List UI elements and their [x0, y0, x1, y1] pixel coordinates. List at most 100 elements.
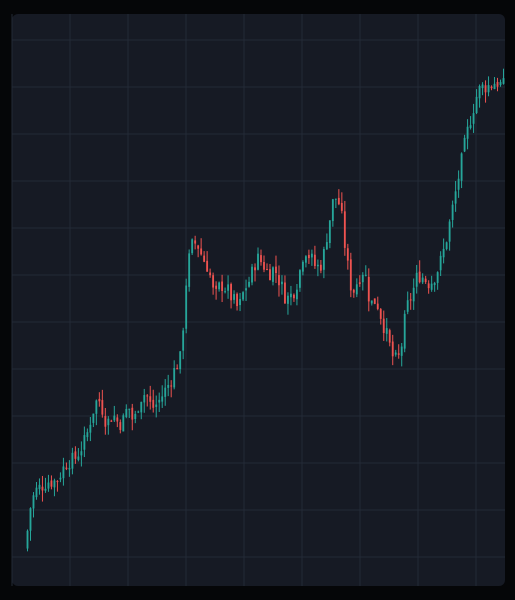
candle-body [275, 266, 277, 274]
candle-up [44, 477, 47, 493]
candle-down [269, 263, 271, 281]
candle-body [182, 330, 185, 351]
candle-body [310, 253, 313, 258]
candle-up [59, 472, 62, 483]
candle-up [430, 275, 433, 292]
candle-body [478, 86, 481, 99]
candle-body [281, 281, 283, 285]
candle-down [340, 192, 343, 214]
candle-body [248, 281, 250, 287]
candle-down [409, 292, 412, 310]
candle-body [239, 298, 241, 306]
candle-up [445, 241, 448, 251]
candle-down [230, 282, 232, 309]
candle-down [346, 243, 349, 270]
candle-up [385, 318, 388, 342]
candle-up [245, 279, 247, 301]
candle-body [418, 271, 421, 283]
candle-down [41, 475, 44, 502]
candle-body [155, 404, 158, 407]
candle-up [331, 198, 334, 227]
candle-up [239, 292, 241, 312]
candle-body [266, 269, 268, 271]
candle-body [53, 480, 56, 488]
candle-body [400, 346, 403, 356]
candle-body [77, 456, 80, 460]
candle-up [355, 278, 358, 298]
candle-up [68, 460, 71, 477]
candle-down [152, 389, 155, 413]
candle-up [38, 478, 41, 495]
candle-up [466, 119, 469, 150]
candle-up [77, 448, 80, 462]
candle-body [158, 399, 161, 403]
candle-body [116, 417, 119, 422]
candle-body [44, 488, 47, 491]
candle-down [275, 255, 277, 284]
candle-up [71, 447, 74, 475]
candle-down [101, 389, 104, 418]
candle-up [92, 413, 95, 428]
candle-body [287, 295, 289, 304]
candle-body [47, 482, 50, 489]
candle-up [454, 180, 457, 212]
candle-down [197, 244, 200, 258]
candle-up [158, 392, 161, 412]
candle-up [296, 283, 298, 306]
candle-body [490, 86, 493, 89]
candle-down [74, 446, 77, 464]
candle-up [182, 327, 185, 360]
candle-body [325, 242, 328, 250]
candle-body [293, 294, 295, 299]
candle-body [448, 221, 451, 242]
candle-body [26, 530, 29, 549]
candle-up [161, 385, 164, 408]
candle-body [188, 253, 191, 287]
candle-down [206, 251, 209, 272]
candle-down [149, 385, 152, 410]
candle-body [191, 239, 194, 254]
candle-up [227, 275, 230, 299]
candle-body [128, 408, 131, 410]
candle-body [466, 126, 469, 139]
candle-body [101, 400, 104, 415]
candle-up [299, 269, 301, 292]
candle-down [490, 85, 493, 91]
candle-body [176, 367, 179, 370]
candle-down [343, 200, 346, 256]
candle-body [376, 303, 379, 309]
candle-down [146, 394, 149, 407]
candle-body [290, 293, 292, 298]
candle-body [499, 82, 502, 86]
candle-up [415, 264, 418, 294]
candle-body [74, 451, 77, 459]
candle-body [451, 204, 454, 220]
candle-body [484, 85, 487, 93]
candle-down [170, 380, 173, 398]
candle-body [319, 264, 322, 271]
candle-body [263, 262, 265, 270]
candle-up [188, 249, 191, 292]
candle-body [352, 289, 355, 293]
candle-up [35, 481, 38, 500]
candle-body [427, 283, 430, 289]
candle-body [382, 318, 385, 334]
candle-down [119, 419, 122, 434]
candle-up [167, 374, 170, 397]
candle-body [307, 254, 310, 259]
candle-up [301, 260, 304, 276]
candle-up [403, 310, 406, 353]
candle-body [119, 422, 122, 430]
candle-up [433, 281, 436, 292]
candle-down [50, 475, 53, 490]
candle-down [293, 293, 295, 302]
candle-down [212, 272, 215, 295]
candle-body [104, 416, 107, 427]
candle-up [140, 401, 143, 420]
candle-body [409, 299, 412, 301]
candle-up [451, 200, 454, 228]
candle-up [460, 152, 463, 189]
candle-body [278, 275, 280, 286]
candle-down [254, 263, 256, 282]
candle-body [230, 284, 232, 301]
